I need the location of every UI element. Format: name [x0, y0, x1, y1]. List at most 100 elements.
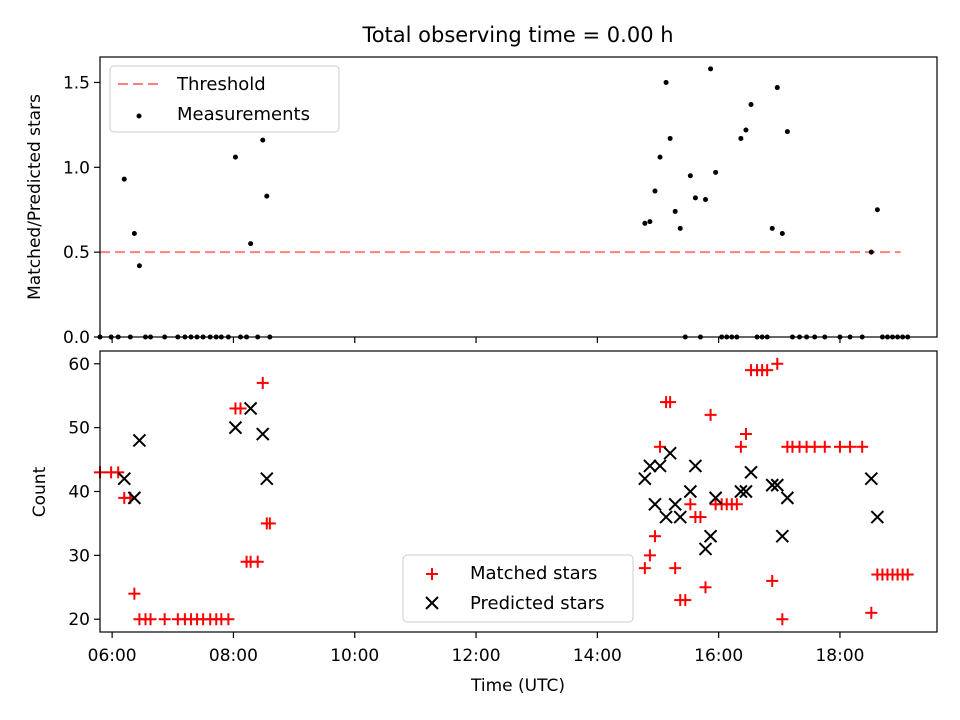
- bottom-y-tick-label: 20: [68, 610, 90, 630]
- measurement-point: [874, 207, 880, 213]
- matched-stars-points: [94, 357, 914, 626]
- measurement-point: [687, 173, 693, 179]
- matched-star-point: [739, 428, 752, 441]
- bottom-x-ticks: 06:00 08:00 10:00 12:00 14:00 16:00 18:00: [88, 632, 864, 666]
- matched-star-point: [766, 574, 779, 587]
- matched-star-point: [234, 402, 247, 415]
- measurement-point: [232, 154, 238, 160]
- legend-predicted-swatch: [425, 596, 439, 610]
- measurement-point: [703, 197, 709, 203]
- measurement-point: [136, 263, 142, 269]
- matched-star-point: [643, 549, 656, 562]
- predicted-star-point: [643, 459, 657, 473]
- top-y-tick-label: 1.5: [63, 73, 90, 93]
- predicted-star-point: [638, 472, 652, 486]
- measurement-point: [743, 127, 749, 133]
- predicted-star-point: [648, 497, 662, 511]
- predicted-star-point: [744, 465, 758, 480]
- matched-star-point: [776, 613, 789, 626]
- matched-star-point: [144, 613, 157, 626]
- predicted-star-point: [864, 472, 879, 486]
- measurement-point: [264, 193, 270, 199]
- legend-threshold-label: Threshold: [176, 74, 266, 95]
- measurement-point: [657, 154, 663, 160]
- matched-star-point: [263, 517, 276, 530]
- measurement-point: [708, 66, 714, 72]
- predicted-star-point: [688, 459, 703, 473]
- legend-matched-label: Matched stars: [470, 563, 597, 584]
- predicted-star-point: [659, 510, 673, 524]
- measurement-point: [121, 176, 127, 182]
- matched-star-point: [256, 376, 269, 389]
- measurement-point: [692, 195, 698, 201]
- measurement-point: [642, 220, 648, 226]
- measurement-point: [652, 188, 658, 194]
- matched-star-point: [856, 440, 869, 453]
- predicted-star-point: [668, 497, 682, 511]
- predicted-star-point: [775, 529, 790, 543]
- predicted-star-point: [765, 478, 779, 492]
- predicted-star-point: [703, 529, 718, 543]
- predicted-star-point: [132, 433, 147, 448]
- predicted-star-point: [260, 472, 274, 486]
- predicted-star-point: [708, 491, 723, 505]
- predicted-star-point: [698, 542, 713, 556]
- measurement-point: [131, 230, 137, 236]
- predicted-star-point: [653, 459, 667, 473]
- predicted-star-point: [256, 427, 270, 441]
- measurement-point: [784, 129, 790, 135]
- matched-star-point: [664, 396, 677, 409]
- measurement-point: [738, 135, 744, 141]
- measurement-point: [769, 225, 775, 231]
- predicted-star-point: [734, 484, 748, 499]
- predicted-star-point: [243, 401, 258, 416]
- matched-star-point: [844, 440, 857, 453]
- matched-star-point: [818, 440, 831, 453]
- matched-star-point: [761, 364, 774, 377]
- bottom-x-tick-label: 12:00: [452, 646, 501, 666]
- matched-star-point: [669, 562, 682, 575]
- top-axes-frame: [99, 56, 938, 338]
- bottom-y-tick-label: 30: [68, 546, 90, 566]
- matched-star-point: [158, 613, 171, 626]
- measurement-point: [260, 137, 266, 143]
- matched-star-point: [699, 581, 712, 594]
- bottom-y-tick-label: 50: [68, 419, 90, 439]
- matched-star-point: [704, 408, 717, 421]
- bottom-panel: 20 30 40 50 60 06:00 08:00 10:00 12:00 14:00 16:0…: [30, 350, 938, 696]
- bottom-x-tick-label: 06:00: [88, 646, 137, 666]
- bottom-y-tick-label: 60: [68, 355, 90, 375]
- bottom-x-tick-label: 08:00: [209, 646, 258, 666]
- predicted-star-point: [663, 446, 677, 460]
- matched-star-point: [808, 440, 821, 453]
- measurement-point: [868, 249, 874, 255]
- measurement-point: [774, 85, 780, 91]
- measurement-point: [667, 135, 673, 141]
- matched-star-point: [771, 357, 784, 370]
- matched-star-point: [694, 511, 707, 524]
- predicted-star-point: [673, 510, 687, 524]
- matched-star-point: [222, 613, 235, 626]
- top-y-ticks: 0.0 0.5 1.0 1.5: [63, 73, 100, 348]
- legend-matched-swatch: [426, 568, 438, 580]
- top-legend-box: [109, 65, 340, 133]
- predicted-star-point: [228, 420, 243, 435]
- legend-predicted-label: Predicted stars: [470, 593, 604, 614]
- bottom-legend: Matched stars Predicted stars: [402, 554, 634, 623]
- measurement-point: [248, 241, 254, 247]
- legend-measurements-swatch: [136, 113, 142, 119]
- predicted-star-point: [780, 491, 795, 505]
- top-y-tick-label: 0.5: [63, 243, 90, 263]
- top-y-tick-label: 0.0: [63, 328, 90, 348]
- matched-star-point: [251, 555, 264, 568]
- predicted-star-point: [117, 472, 131, 486]
- bottom-x-tick-label: 14:00: [573, 646, 622, 666]
- top-panel: 0.0 0.5 1.0 1.5 Matched/Predicted stars Thr…: [25, 56, 938, 348]
- measurement-point: [672, 208, 678, 214]
- bottom-x-axis-label: Time (UTC): [470, 676, 565, 696]
- bottom-legend-box: [402, 554, 634, 623]
- matched-star-point: [901, 568, 914, 581]
- predicted-star-point: [739, 484, 753, 499]
- measurement-point: [677, 225, 683, 231]
